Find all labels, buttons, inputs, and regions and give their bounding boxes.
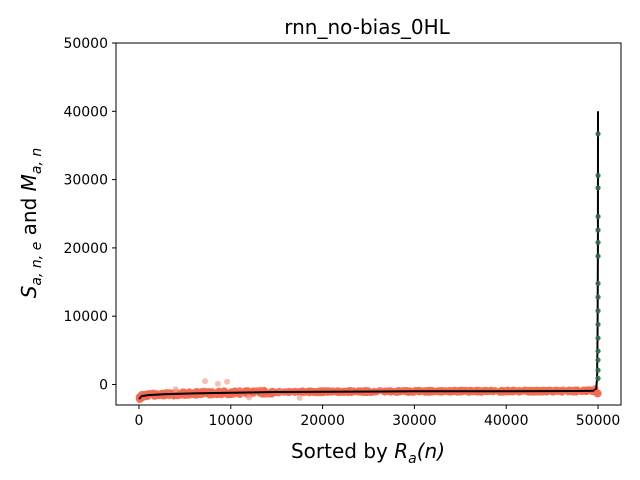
tail-point	[595, 131, 601, 137]
tail-point	[595, 321, 601, 328]
plot-frame	[115, 42, 622, 406]
x-axis-label-post: (n)	[417, 439, 445, 463]
scatter-point	[202, 378, 209, 385]
scatter-point	[387, 389, 394, 396]
tail-point	[595, 213, 601, 220]
scatter-point	[346, 387, 353, 394]
tail-point	[595, 185, 601, 191]
y-tick-label: 50000	[63, 36, 108, 52]
x-tick-label: 20000	[300, 413, 345, 429]
tail-point	[595, 308, 601, 314]
y-tick-label: 40000	[63, 104, 108, 120]
y-axis: 0 10000 20000 30000 40000 50000	[63, 36, 116, 394]
tail-point	[595, 367, 601, 373]
tail-layer	[593, 131, 602, 398]
tail-point	[595, 172, 601, 179]
x-tick-label: 10000	[208, 413, 253, 429]
x-axis-label-var: R	[394, 439, 408, 463]
y-axis-label: Sa, n, e and Ma, n	[17, 148, 45, 299]
line-layer	[138, 111, 599, 400]
tail-point	[595, 294, 601, 300]
scatter-point	[172, 386, 179, 393]
x-axis-label-prefix: Sorted by	[291, 439, 394, 463]
y-axis-label-s: S	[17, 285, 41, 298]
scatter-point	[593, 389, 602, 398]
x-axis-label: Sorted by Ra(n)	[291, 439, 445, 467]
tail-point	[595, 348, 601, 354]
y-axis-label-s-sub: a, n, e	[29, 242, 45, 286]
x-tick-label: 50000	[576, 413, 621, 429]
scatter-point	[296, 394, 303, 401]
x-tick-label: 40000	[484, 413, 529, 429]
scatter-point	[214, 380, 221, 387]
tail-point	[595, 253, 601, 259]
tail-point	[595, 280, 601, 287]
tail-point	[595, 227, 601, 233]
line-series	[138, 111, 599, 400]
tail-point	[595, 335, 601, 341]
y-tick-label: 20000	[63, 241, 108, 257]
x-axis: 0 10000 20000 30000 40000 50000	[134, 405, 620, 429]
scatter-point	[403, 387, 411, 394]
y-axis-label-and: and	[17, 191, 41, 241]
scatter-point	[429, 386, 436, 394]
tail-point	[595, 375, 601, 381]
y-axis-label-m-sub: a, n	[29, 148, 45, 174]
scatter-point	[246, 394, 253, 401]
chart-title: rnn_no-bias_0HL	[284, 15, 450, 39]
x-tick-label: 30000	[392, 413, 437, 429]
y-tick-label: 0	[99, 378, 108, 394]
y-tick-label: 30000	[63, 173, 108, 189]
scatter-point	[224, 378, 231, 385]
tail-point	[595, 239, 601, 246]
y-tick-label: 10000	[63, 309, 108, 325]
tail-point	[595, 357, 601, 363]
y-axis-label-m: M	[17, 174, 41, 191]
x-axis-label-sub: a	[408, 451, 417, 467]
x-tick-label: 0	[134, 413, 143, 429]
